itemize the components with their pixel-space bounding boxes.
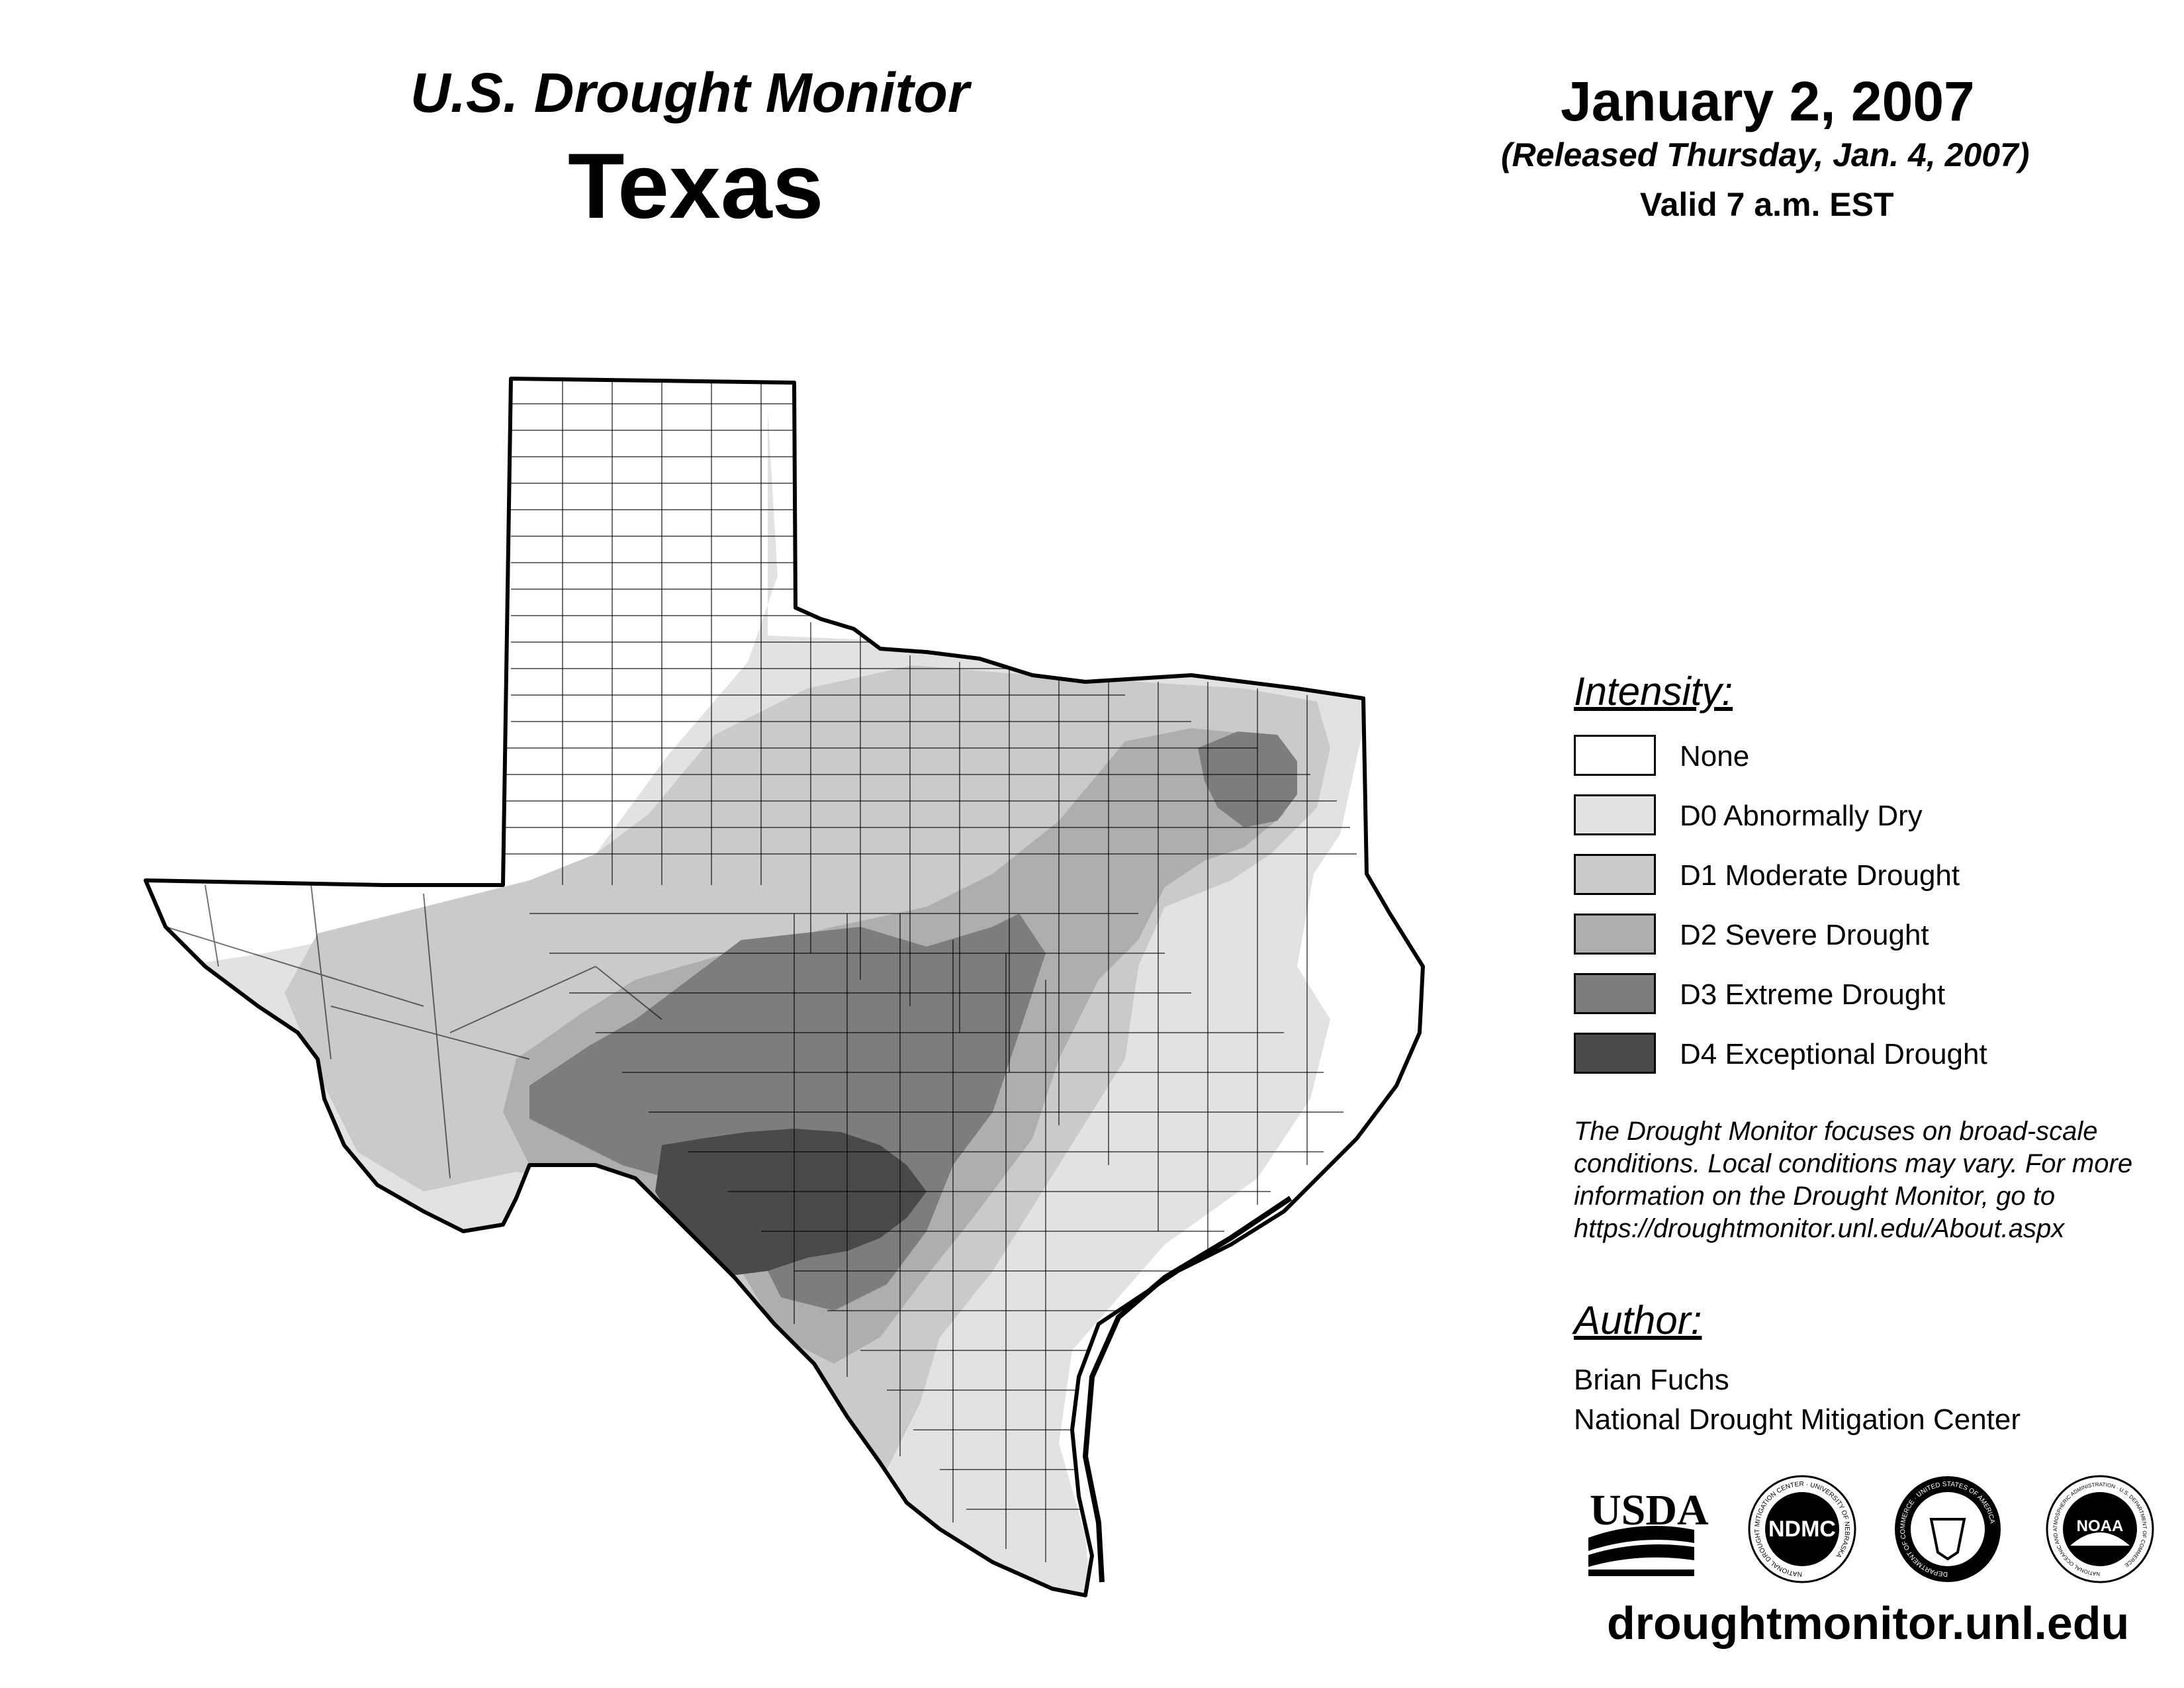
usda-logo: USDA [1588, 1486, 1709, 1576]
state-title: Texas [568, 134, 824, 238]
release-date: (Released Thursday, Jan. 4, 2007) [1501, 136, 2030, 173]
legend-label-d2: D2 Severe Drought [1680, 919, 1929, 951]
legend-item-d2: D2 Severe Drought [1574, 914, 2103, 957]
map-subtitle: U.S. Drought Monitor [410, 62, 970, 124]
texas-outline [144, 377, 1425, 1597]
note-line: conditions. Local conditions may vary. F… [1574, 1149, 2133, 1178]
website-link[interactable]: droughtmonitor.unl.edu [1607, 1597, 2130, 1649]
legend-item-d3: D3 Extreme Drought [1574, 973, 2103, 1017]
legend-swatch-d3 [1574, 973, 1656, 1014]
agency-logos: USDA NDMC NATIONAL DROUGHT MITIGATION CE… [1588, 1475, 2154, 1583]
legend-label-d3: D3 Extreme Drought [1680, 978, 1946, 1011]
note-line: The Drought Monitor focuses on broad-sca… [1574, 1117, 2098, 1146]
valid-time: Valid 7 a.m. EST [1640, 186, 1894, 223]
texas-drought-map [144, 377, 1425, 1597]
region-d3-northeast [1198, 731, 1297, 827]
ndmc-logo: NDMC NATIONAL DROUGHT MITIGATION CENTER … [1748, 1475, 1856, 1583]
commerce-seal: DEPARTMENT OF COMMERCE · UNITED STATES O… [1895, 1476, 2001, 1582]
note-link[interactable]: https://droughtmonitor.unl.edu/About.asp… [1574, 1214, 2065, 1243]
author-organization: National Drought Mitigation Center [1574, 1403, 2021, 1436]
ndmc-logo-text: NDMC [1768, 1517, 1836, 1542]
legend-label-d1: D1 Moderate Drought [1680, 859, 1960, 892]
region-d4 [655, 1129, 927, 1278]
author-name: Brian Fuchs [1574, 1364, 1729, 1396]
legend-swatch-d0 [1574, 794, 1656, 835]
legend-item-d1: D1 Moderate Drought [1574, 854, 2103, 898]
legend-swatch-d1 [1574, 854, 1656, 895]
legend-item-d0: D0 Abnormally Dry [1574, 794, 2103, 838]
note-line: information on the Drought Monitor, go t… [1574, 1182, 2056, 1211]
coastline-islands [1082, 1196, 1293, 1583]
map-date: January 2, 2007 [1561, 70, 1975, 132]
legend-item-d4: D4 Exceptional Drought [1574, 1033, 2103, 1076]
county-boundaries [165, 379, 1357, 1562]
legend-label-none: None [1680, 740, 1750, 773]
legend-heading: Intensity: [1574, 669, 1733, 714]
noaa-logo: NOAA NATIONAL OCEANIC AND ATMOSPHERIC AD… [2046, 1475, 2154, 1583]
drought-monitor-note: The Drought Monitor focuses on broad-sca… [1574, 1115, 2169, 1245]
noaa-logo-text: NOAA [2077, 1517, 2124, 1535]
legend-swatch-d2 [1574, 914, 1656, 955]
author-heading: Author: [1574, 1298, 1702, 1342]
legend-swatch-none [1574, 735, 1656, 776]
legend-swatch-d4 [1574, 1033, 1656, 1074]
legend-label-d4: D4 Exceptional Drought [1680, 1038, 1987, 1070]
legend-label-d0: D0 Abnormally Dry [1680, 800, 1923, 832]
legend-item-none: None [1574, 735, 2103, 778]
